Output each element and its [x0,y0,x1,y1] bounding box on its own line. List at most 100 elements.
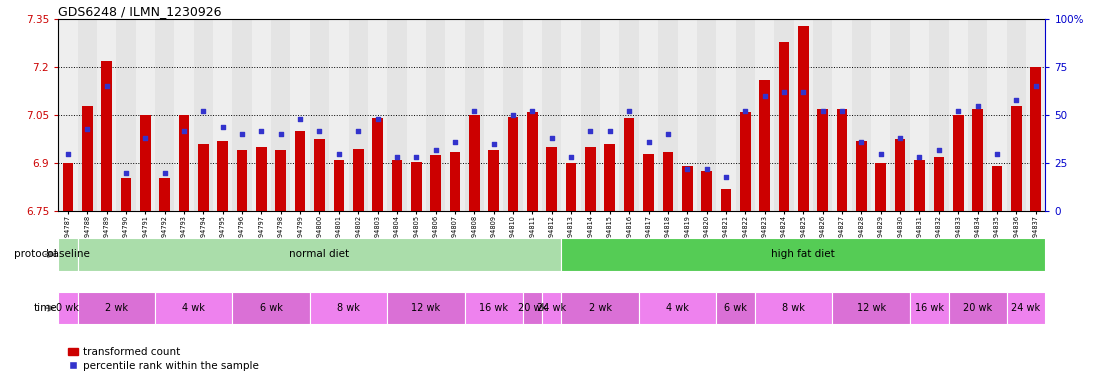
Bar [915,160,925,211]
Bar [895,139,906,211]
Bar [662,152,673,211]
Point [524,108,541,114]
Bar [774,19,794,211]
Bar [256,147,267,211]
Bar [116,19,136,211]
Bar [949,292,1007,324]
Point [910,154,928,161]
Point [253,127,270,134]
Bar [929,19,949,211]
Bar [910,19,929,211]
Text: 2 wk: 2 wk [589,303,612,313]
Point [872,151,889,157]
Bar [348,19,368,211]
Point [814,108,831,114]
Point [59,151,77,157]
Bar [193,19,213,211]
Bar [310,19,329,211]
Bar [837,109,848,211]
Bar [271,19,291,211]
Point [78,126,96,132]
Legend: transformed count, percentile rank within the sample: transformed count, percentile rank withi… [64,343,264,375]
Bar [446,19,464,211]
Bar [561,238,1045,271]
Point [833,108,851,114]
Bar [388,292,464,324]
Text: 16 wk: 16 wk [479,303,508,313]
Point [930,147,948,153]
Text: 24 wk: 24 wk [537,303,567,313]
Bar [469,115,480,211]
Text: baseline: baseline [46,249,90,260]
Bar [484,19,503,211]
Bar [547,147,557,211]
Bar [233,19,251,211]
Bar [949,19,967,211]
Point [446,139,463,145]
Point [176,127,193,134]
Text: 20 wk: 20 wk [518,303,547,313]
Bar [503,19,523,211]
Point [136,135,154,141]
Point [485,141,503,147]
Text: protocol: protocol [14,249,57,260]
Bar [852,19,871,211]
Bar [817,109,828,211]
Bar [643,154,653,211]
Bar [372,118,383,211]
Bar [233,292,310,324]
Point [233,131,250,137]
Bar [291,19,310,211]
Bar [314,139,325,211]
Bar [716,19,736,211]
Bar [639,19,658,211]
Bar [720,189,731,211]
Bar [139,115,150,211]
Point [117,170,135,176]
Bar [1011,106,1021,211]
Bar [217,141,228,211]
Point [291,116,309,122]
Point [601,127,618,134]
Bar [794,19,813,211]
Bar [991,166,1002,211]
Text: 12 wk: 12 wk [856,303,886,313]
Point [620,108,638,114]
Bar [430,155,441,211]
Bar [702,171,712,211]
Bar [251,19,271,211]
Text: 4 wk: 4 wk [666,303,688,313]
Bar [542,19,561,211]
Point [562,154,580,161]
Bar [294,131,305,211]
Bar [972,109,983,211]
Bar [697,19,716,211]
Bar [716,292,755,324]
Bar [58,19,78,211]
Bar [890,19,910,211]
Point [968,103,986,109]
Bar [585,147,596,211]
Point [795,89,813,95]
Bar [213,19,233,211]
Bar [464,19,484,211]
Text: GDS6248 / ILMN_1230926: GDS6248 / ILMN_1230926 [58,5,222,18]
Point [988,151,1006,157]
Point [775,89,793,95]
Text: 6 wk: 6 wk [259,303,282,313]
Bar [58,238,78,271]
Point [427,147,445,153]
Point [194,108,212,114]
Bar [1026,19,1045,211]
Text: 4 wk: 4 wk [182,303,205,313]
Text: 12 wk: 12 wk [412,303,440,313]
Bar [601,19,619,211]
Point [1027,83,1044,89]
Point [466,108,483,114]
Point [950,108,967,114]
Bar [175,19,193,211]
Text: 6 wk: 6 wk [725,303,747,313]
Text: normal diet: normal diet [290,249,349,260]
Bar [406,19,426,211]
Bar [121,177,132,211]
